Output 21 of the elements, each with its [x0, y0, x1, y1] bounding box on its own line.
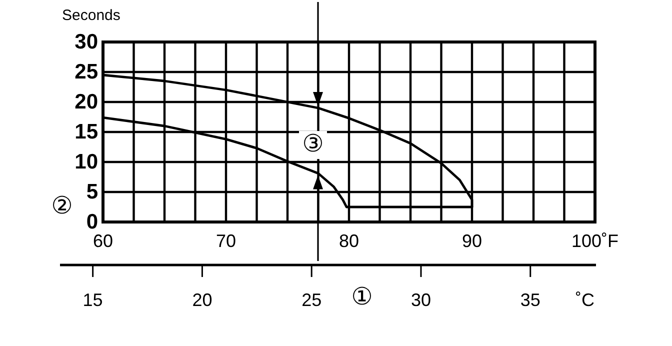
- y-tick-label: 5: [86, 180, 98, 204]
- x2-tick-label: 30: [410, 290, 431, 310]
- text: ②: [51, 192, 73, 220]
- x2-tick-label: 25: [302, 290, 322, 310]
- y-tick-label: 20: [74, 90, 98, 114]
- x-tick-label: 90: [462, 231, 482, 251]
- y-tick-label: 10: [74, 150, 98, 174]
- y-tick-label: 15: [74, 120, 98, 144]
- x2-tick-label: 20: [192, 290, 212, 310]
- x-tick-label: 70: [216, 231, 236, 251]
- annotation: ③: [302, 130, 324, 158]
- x-tick-label: 80: [338, 231, 360, 251]
- y-tick-label: 25: [74, 60, 98, 84]
- y-tick-label: 0: [86, 210, 98, 234]
- x-tick-label: 100˚F: [571, 231, 619, 251]
- x2-tick-label: 35: [520, 290, 540, 310]
- x-tick-label: 60: [92, 231, 114, 251]
- y-tick-label: 30: [74, 30, 98, 54]
- y-axis-title: Seconds: [62, 7, 120, 24]
- x2-axis-title: ˚C: [576, 290, 594, 310]
- text: ①: [351, 282, 373, 311]
